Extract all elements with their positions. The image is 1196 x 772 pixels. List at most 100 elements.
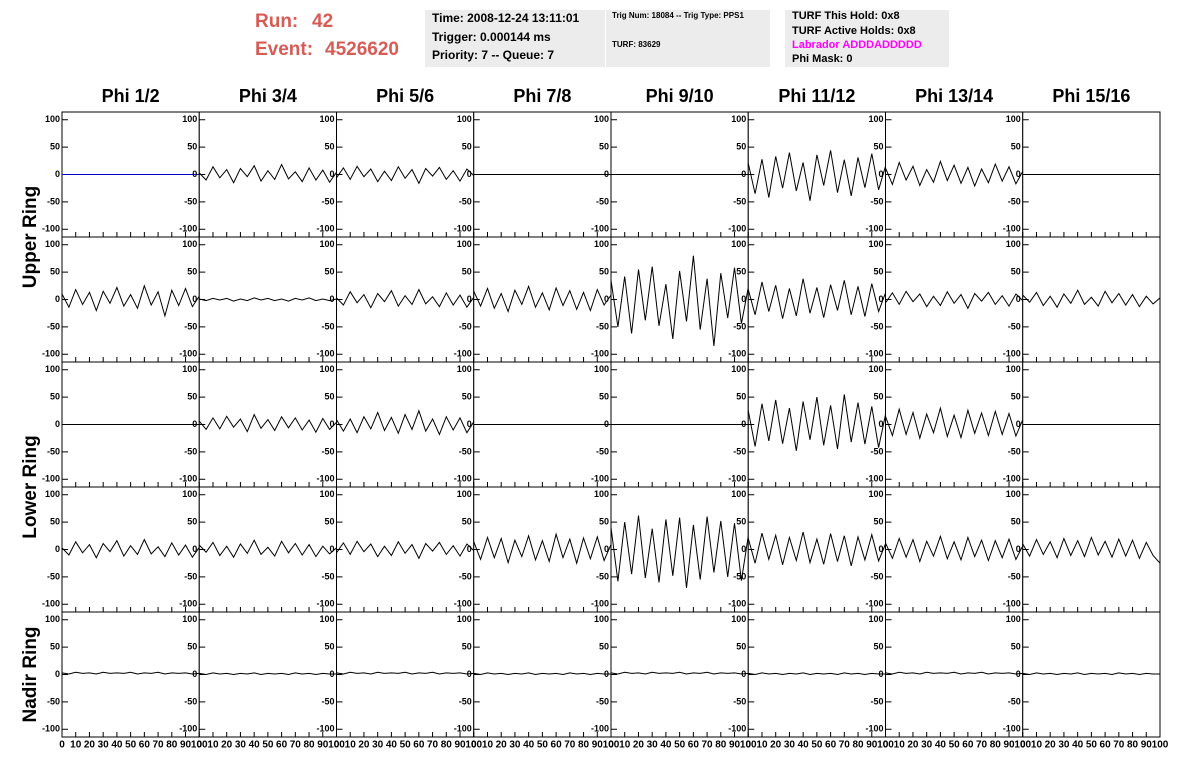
y-tick-label: 0 <box>604 544 609 554</box>
y-tick-label: -100 <box>316 599 334 609</box>
y-tick-label: 100 <box>1006 239 1021 249</box>
y-tick-label: -100 <box>454 349 472 359</box>
y-tick-label: 100 <box>594 239 609 249</box>
y-tick-label: 0 <box>467 169 472 179</box>
y-tick-label: 50 <box>873 391 883 401</box>
waveform <box>198 413 337 434</box>
waveform <box>1022 672 1160 676</box>
waveform <box>336 540 475 560</box>
y-tick-label: 0 <box>741 419 746 429</box>
column-title: Phi 1/2 <box>102 86 160 106</box>
panel <box>747 236 886 363</box>
y-tick-label: 100 <box>594 364 609 374</box>
y-tick-label: 50 <box>736 141 746 151</box>
run-label: Run: <box>255 11 298 32</box>
y-tick-label: 50 <box>1011 266 1021 276</box>
x-tick-label: 80 <box>852 740 864 751</box>
trigger: Trigger: 0.000144 ms <box>432 30 551 44</box>
panel <box>336 361 475 488</box>
y-tick-label: -50 <box>47 696 60 706</box>
waveform <box>61 671 200 675</box>
y-tick-label: -50 <box>596 196 609 206</box>
panel <box>473 486 612 613</box>
y-tick-label: 0 <box>192 419 197 429</box>
y-tick-label: -50 <box>321 321 334 331</box>
waveform <box>885 290 1024 310</box>
waveform <box>336 288 475 309</box>
y-tick-label: 100 <box>594 614 609 624</box>
y-tick-label: -50 <box>459 571 472 581</box>
panel <box>610 611 749 738</box>
y-tick-label: -100 <box>728 599 746 609</box>
x-tick-label: 10 <box>619 740 631 751</box>
x-tick-label: 100 <box>328 740 345 751</box>
y-tick-label: -100 <box>42 599 60 609</box>
panel <box>473 236 612 363</box>
y-tick-label: 0 <box>1016 419 1021 429</box>
y-tick-label: -100 <box>865 724 883 734</box>
x-tick-label: 50 <box>674 740 686 751</box>
y-tick-label: 100 <box>1006 614 1021 624</box>
y-tick-label: -100 <box>42 724 60 734</box>
x-tick-label: 80 <box>441 740 453 751</box>
panel <box>198 486 337 613</box>
y-tick-label: 0 <box>329 419 334 429</box>
panel <box>336 611 475 738</box>
y-tick-label: 100 <box>45 489 60 499</box>
y-tick-label: 100 <box>45 114 60 124</box>
x-tick-label: 100 <box>465 740 482 751</box>
y-tick-label: 0 <box>329 169 334 179</box>
y-tick-label: -100 <box>591 474 609 484</box>
y-tick-label: 50 <box>462 516 472 526</box>
waveform <box>199 672 337 676</box>
y-tick-label: 100 <box>868 489 883 499</box>
y-tick-label: -100 <box>179 474 197 484</box>
y-tick-label: 50 <box>187 141 197 151</box>
y-tick-label: 100 <box>457 489 472 499</box>
x-tick-label: 20 <box>221 740 233 751</box>
x-tick-label: 80 <box>303 740 315 751</box>
y-tick-label: -50 <box>47 446 60 456</box>
y-tick-label: 0 <box>741 669 746 679</box>
y-tick-label: -100 <box>728 349 746 359</box>
x-tick-label: 0 <box>471 740 477 751</box>
x-tick-label: 90 <box>592 740 604 751</box>
panel <box>198 361 337 488</box>
y-tick-label: 100 <box>457 114 472 124</box>
y-tick-label: 100 <box>319 489 334 499</box>
y-tick-label: -50 <box>321 446 334 456</box>
y-tick-label: 100 <box>1006 364 1021 374</box>
y-tick-label: 50 <box>50 141 60 151</box>
y-tick-label: -50 <box>870 196 883 206</box>
panel <box>747 111 886 238</box>
x-tick-label: 90 <box>454 740 466 751</box>
y-tick-label: -100 <box>865 224 883 234</box>
y-tick-label: -50 <box>184 196 197 206</box>
x-tick-label: 0 <box>59 740 65 751</box>
column-title: Phi 5/6 <box>376 86 434 106</box>
event-label: Event: <box>255 39 313 60</box>
x-tick-label: 50 <box>262 740 274 751</box>
column-title: Phi 13/14 <box>915 86 993 106</box>
priority: Priority: 7 -- Queue: 7 <box>432 48 554 62</box>
waveform <box>199 297 337 302</box>
x-tick-label: 50 <box>1086 740 1098 751</box>
x-tick-label: 100 <box>603 740 620 751</box>
y-tick-label: -100 <box>1003 349 1021 359</box>
y-tick-label: -50 <box>596 321 609 331</box>
y-tick-label: -100 <box>316 224 334 234</box>
y-tick-label: -100 <box>42 474 60 484</box>
y-tick-label: 50 <box>50 516 60 526</box>
x-tick-label: 60 <box>825 740 837 751</box>
y-tick-label: 0 <box>878 419 883 429</box>
y-tick-label: 50 <box>462 141 472 151</box>
y-tick-label: -50 <box>870 446 883 456</box>
x-tick-label: 50 <box>400 740 412 751</box>
x-tick-label: 80 <box>715 740 727 751</box>
waveform <box>747 150 886 201</box>
y-tick-label: 100 <box>868 239 883 249</box>
y-tick-label: 0 <box>55 419 60 429</box>
x-tick-label: 60 <box>1100 740 1112 751</box>
x-tick-label: 80 <box>990 740 1002 751</box>
